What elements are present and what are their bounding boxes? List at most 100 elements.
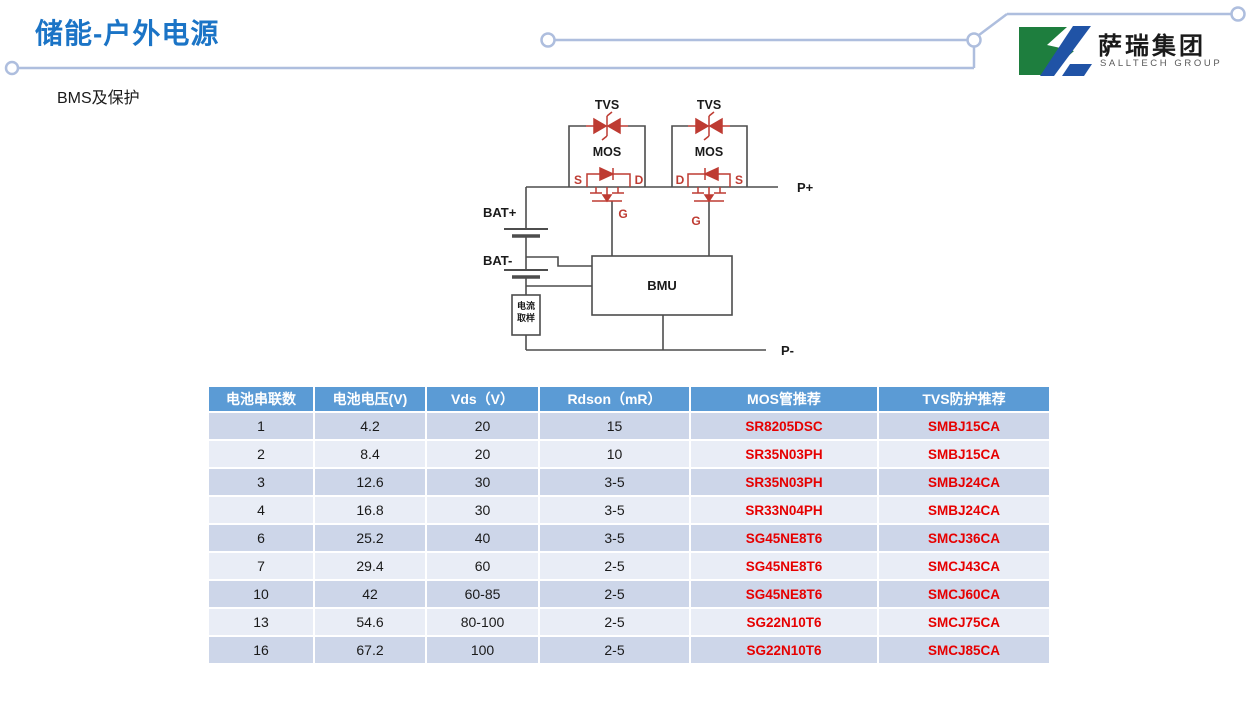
value-cell: 3-5: [540, 497, 689, 523]
value-cell: 1: [209, 413, 313, 439]
decorative-connector-lines: [4, 6, 1246, 76]
table-header-cell: MOS管推荐: [691, 387, 877, 411]
part-number-cell: SR8205DSC: [691, 413, 877, 439]
value-cell: 2-5: [540, 637, 689, 663]
value-cell: 4.2: [315, 413, 425, 439]
mos-label-right: MOS: [695, 145, 723, 159]
logo-group-name: SALLTECH GROUP: [1100, 58, 1223, 69]
section-subtitle: BMS及保护: [57, 90, 140, 107]
part-number-cell: SMCJ43CA: [879, 553, 1049, 579]
tvs-symbol-left: [586, 111, 628, 141]
terminal-label-s-left: S: [574, 173, 582, 187]
current-sense-label-1: 电流: [517, 300, 535, 311]
value-cell: 6: [209, 525, 313, 551]
part-number-cell: SMCJ36CA: [879, 525, 1049, 551]
part-number-cell: SMCJ75CA: [879, 609, 1049, 635]
part-number-cell: SG22N10T6: [691, 637, 877, 663]
p-minus-label: P-: [781, 343, 794, 358]
part-number-cell: SMCJ60CA: [879, 581, 1049, 607]
part-number-cell: SMBJ24CA: [879, 469, 1049, 495]
part-number-cell: SG45NE8T6: [691, 581, 877, 607]
circuit-wires: [525, 125, 778, 351]
tvs-label-left: TVS: [595, 98, 619, 112]
value-cell: 30: [427, 497, 538, 523]
bmu-box: [591, 255, 733, 316]
gate-label-left: G: [618, 207, 627, 221]
part-number-cell: SMBJ15CA: [879, 413, 1049, 439]
value-cell: 3-5: [540, 469, 689, 495]
value-cell: 2-5: [540, 553, 689, 579]
value-cell: 10: [540, 441, 689, 467]
table-header-cell: Vds（V）: [427, 387, 538, 411]
current-sense-label-2: 取样: [517, 312, 535, 323]
part-number-cell: SG45NE8T6: [691, 553, 877, 579]
value-cell: 100: [427, 637, 538, 663]
table-row: 4 16.8 30 3-5 SR33N04PH SMBJ24CA: [209, 497, 1049, 523]
value-cell: 20: [427, 441, 538, 467]
terminal-label-d-right: D: [676, 173, 685, 187]
value-cell: 42: [315, 581, 425, 607]
table-header-cell: 电池电压(V): [315, 387, 425, 411]
part-number-cell: SR35N03PH: [691, 469, 877, 495]
terminal-label-s-right: S: [735, 173, 743, 187]
table-row: 10 42 60-85 2-5 SG45NE8T6 SMCJ60CA: [209, 581, 1049, 607]
value-cell: 2: [209, 441, 313, 467]
mos-label-left: MOS: [593, 145, 621, 159]
mosfet-symbol-right: [687, 166, 731, 203]
page-title: 储能-户外电源: [35, 18, 220, 49]
value-cell: 54.6: [315, 609, 425, 635]
part-number-cell: SR33N04PH: [691, 497, 877, 523]
bat-plus-label: BAT+: [483, 205, 517, 220]
table-header-cell: Rdson（mR）: [540, 387, 689, 411]
terminal-label-d-left: D: [635, 173, 644, 187]
bmu-label: BMU: [647, 278, 677, 293]
value-cell: 4: [209, 497, 313, 523]
value-cell: 16.8: [315, 497, 425, 523]
value-cell: 2-5: [540, 609, 689, 635]
gate-label-right: G: [691, 214, 700, 228]
part-number-cell: SR35N03PH: [691, 441, 877, 467]
value-cell: 60-85: [427, 581, 538, 607]
value-cell: 2-5: [540, 581, 689, 607]
part-number-cell: SMBJ24CA: [879, 497, 1049, 523]
tvs-label-right: TVS: [697, 98, 721, 112]
value-cell: 16: [209, 637, 313, 663]
value-cell: 7: [209, 553, 313, 579]
recommendation-table: 电池串联数 电池电压(V) Vds（V） Rdson（mR） MOS管推荐 TVS防护推荐…: [207, 385, 1051, 665]
table-row: 7 29.4 60 2-5 SG45NE8T6 SMCJ43CA: [209, 553, 1049, 579]
value-cell: 8.4: [315, 441, 425, 467]
salltech-logo-icon: [1019, 26, 1092, 76]
value-cell: 15: [540, 413, 689, 439]
part-number-cell: SG45NE8T6: [691, 525, 877, 551]
table-row: 3 12.6 30 3-5 SR35N03PH SMBJ24CA: [209, 469, 1049, 495]
p-plus-label: P+: [797, 180, 814, 195]
value-cell: 3: [209, 469, 313, 495]
logo-blue-band: [1040, 26, 1091, 76]
value-cell: 60: [427, 553, 538, 579]
value-cell: 10: [209, 581, 313, 607]
bms-circuit-diagram: 电流 取样 BMU S D D S G: [483, 98, 814, 358]
table-row: 2 8.4 20 10 SR35N03PH SMBJ15CA: [209, 441, 1049, 467]
battery-symbol: [504, 228, 548, 279]
table-row: 16 67.2 100 2-5 SG22N10T6 SMCJ85CA: [209, 637, 1049, 663]
part-number-cell: SMBJ15CA: [879, 441, 1049, 467]
table-row: 6 25.2 40 3-5 SG45NE8T6 SMCJ36CA: [209, 525, 1049, 551]
table-row: 13 54.6 80-100 2-5 SG22N10T6 SMCJ75CA: [209, 609, 1049, 635]
value-cell: 40: [427, 525, 538, 551]
mosfet-symbol-left: [586, 166, 631, 203]
table-header-row: 电池串联数 电池电压(V) Vds（V） Rdson（mR） MOS管推荐 TVS防护推荐: [209, 387, 1049, 411]
table-row: 1 4.2 20 15 SR8205DSC SMBJ15CA: [209, 413, 1049, 439]
part-number-cell: SG22N10T6: [691, 609, 877, 635]
value-cell: 3-5: [540, 525, 689, 551]
part-number-cell: SMCJ85CA: [879, 637, 1049, 663]
value-cell: 80-100: [427, 609, 538, 635]
logo-blue-parallelogram: [1062, 64, 1092, 76]
value-cell: 29.4: [315, 553, 425, 579]
table-header-cell: 电池串联数: [209, 387, 313, 411]
value-cell: 20: [427, 413, 538, 439]
bat-minus-label: BAT-: [483, 253, 512, 268]
value-cell: 13: [209, 609, 313, 635]
current-sense-box: [511, 294, 541, 336]
value-cell: 30: [427, 469, 538, 495]
